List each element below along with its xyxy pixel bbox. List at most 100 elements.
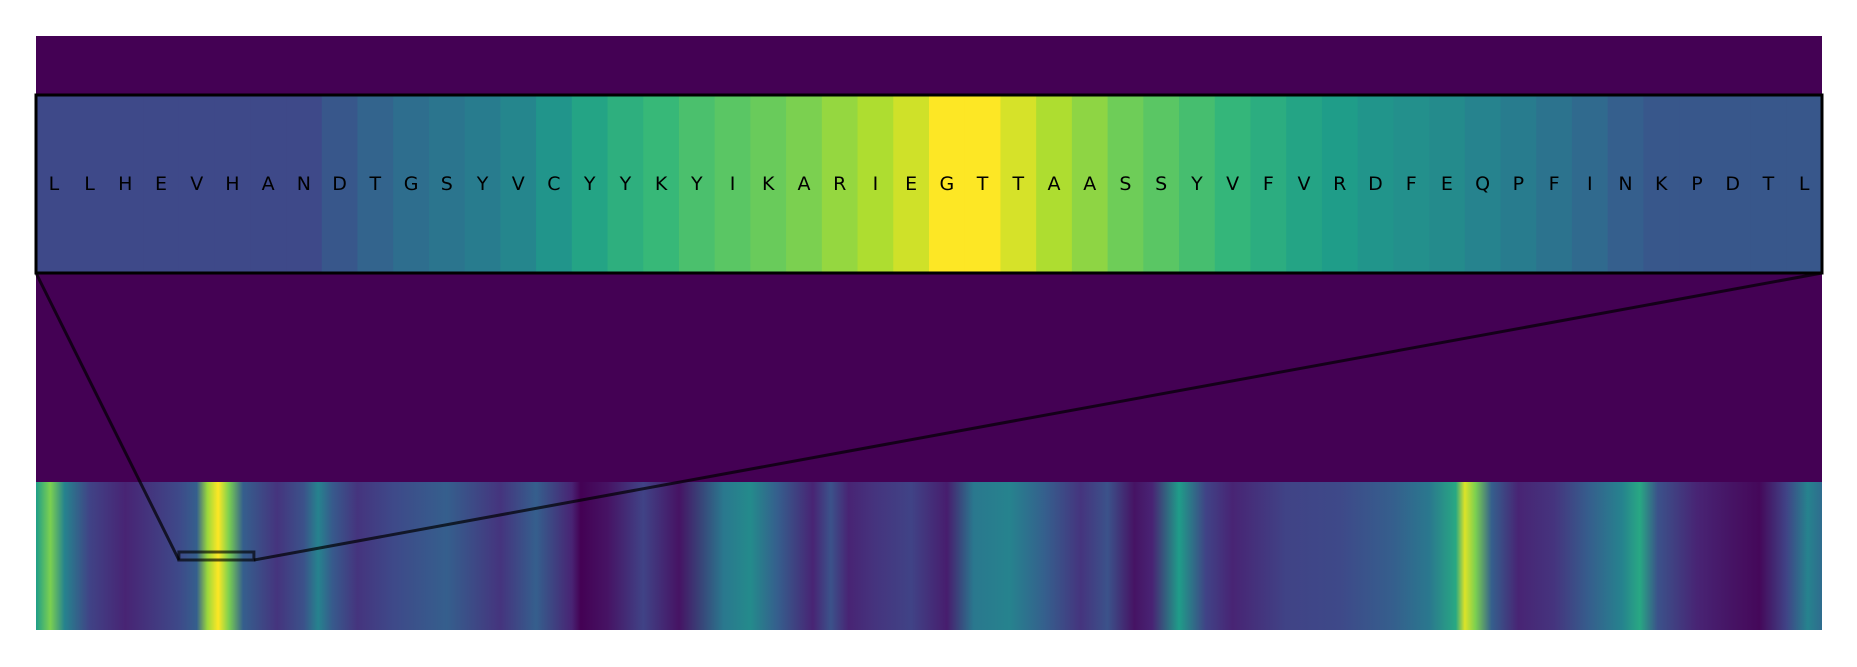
residue-label: V xyxy=(190,173,203,195)
heatmap-cell xyxy=(1321,95,1359,273)
heatmap-cell xyxy=(1607,95,1644,273)
heatmap-cell xyxy=(1429,95,1466,273)
heatmap-cell xyxy=(107,95,144,273)
zoom-frame xyxy=(34,93,1824,275)
heatmap-cell xyxy=(786,95,823,273)
residue-label: Q xyxy=(1475,173,1490,195)
heatmap-cell xyxy=(857,95,894,273)
residue-label: S xyxy=(441,173,453,195)
residue-label: E xyxy=(905,173,917,195)
heatmap-cell xyxy=(36,95,73,273)
residue-label: L xyxy=(1799,173,1810,195)
heatmap-cell xyxy=(964,95,1002,273)
heatmap-cell xyxy=(1000,95,1037,273)
heatmap-cell xyxy=(643,95,680,273)
residue-label: I xyxy=(873,173,879,195)
heatmap-cell xyxy=(1071,95,1109,273)
heatmap-cell xyxy=(750,95,787,273)
heatmap-cell xyxy=(1357,95,1394,273)
residue-label: A xyxy=(1048,173,1061,195)
residue-label: Y xyxy=(619,173,632,195)
heatmap-cell xyxy=(1571,95,1609,273)
heatmap-cell xyxy=(893,95,930,273)
residue-label: Y xyxy=(583,173,596,195)
residue-label: V xyxy=(1298,173,1311,195)
overview-heatmap xyxy=(36,482,1822,630)
heatmap-cell xyxy=(1393,95,1430,273)
heatmap-cell xyxy=(571,95,609,273)
heatmap-cell xyxy=(1714,95,1752,273)
heatmap-cell xyxy=(1464,95,1502,273)
heatmap-cell xyxy=(1214,95,1252,273)
heatmap-cell xyxy=(1750,95,1787,273)
heatmap-cell xyxy=(1643,95,1680,273)
residue-label: Y xyxy=(476,173,489,195)
residue-label: V xyxy=(1226,173,1239,195)
heatmap-cell xyxy=(607,95,644,273)
connector-line-right xyxy=(253,271,1823,562)
residue-label: P xyxy=(1691,173,1702,195)
heatmap-cell xyxy=(1036,95,1073,273)
heatmap-cell xyxy=(678,95,716,273)
connector-line-left xyxy=(34,272,181,561)
heatmap-cell xyxy=(428,95,466,273)
residue-label: R xyxy=(833,173,846,195)
heatmap-cell xyxy=(1286,95,1323,273)
residue-label: L xyxy=(49,173,60,195)
residue-label: E xyxy=(1441,173,1453,195)
residue-label: G xyxy=(404,173,419,195)
heatmap-cell xyxy=(1143,95,1180,273)
residue-label: K xyxy=(1655,173,1668,195)
heatmap-cell xyxy=(464,95,501,273)
heatmap-cell xyxy=(1786,95,1823,273)
heatmap-cell xyxy=(1679,95,1716,273)
heatmap-cell xyxy=(1179,95,1216,273)
heatmap-cell xyxy=(714,95,751,273)
residue-label: D xyxy=(1368,173,1383,195)
heatmap-cell xyxy=(1500,95,1537,273)
residue-label: A xyxy=(1083,173,1096,195)
residue-label: H xyxy=(225,173,239,195)
residue-label: A xyxy=(797,173,810,195)
residue-label: K xyxy=(762,173,775,195)
residue-label: S xyxy=(1119,173,1131,195)
residue-label: F xyxy=(1549,173,1560,195)
residue-label: T xyxy=(976,173,989,195)
residue-label: Y xyxy=(690,173,703,195)
zoom-heatmap xyxy=(36,95,1823,273)
residue-label: D xyxy=(1725,173,1740,195)
residue-label: I xyxy=(1587,173,1593,195)
residue-label: G xyxy=(939,173,954,195)
heatmap-cell xyxy=(178,95,216,273)
heatmap-cell xyxy=(929,95,966,273)
heatmap-cell xyxy=(286,95,323,273)
residue-label: I xyxy=(730,173,736,195)
window-marker xyxy=(177,550,256,562)
residue-label: S xyxy=(1155,173,1167,195)
residue-label: Y xyxy=(1190,173,1203,195)
heatmap-cell xyxy=(250,95,287,273)
heatmap-cell xyxy=(536,95,573,273)
residue-label: P xyxy=(1513,173,1524,195)
residue-label: D xyxy=(332,173,347,195)
heatmap-cell xyxy=(357,95,394,273)
residue-label: K xyxy=(655,173,668,195)
heatmap-cell xyxy=(821,95,859,273)
residue-label: R xyxy=(1333,173,1346,195)
residue-label: F xyxy=(1263,173,1274,195)
heatmap-cell xyxy=(71,95,109,273)
residue-label: N xyxy=(1618,173,1632,195)
heatmap-cell xyxy=(1536,95,1573,273)
residue-label: T xyxy=(1011,173,1024,195)
heatmap-cell xyxy=(1250,95,1287,273)
residue-label: F xyxy=(1406,173,1417,195)
heatmap-cell xyxy=(321,95,359,273)
residue-label: T xyxy=(1762,173,1775,195)
heatmap-cell xyxy=(393,95,430,273)
residue-label: C xyxy=(547,173,560,195)
residue-label: H xyxy=(118,173,132,195)
heatmap-cell xyxy=(1107,95,1144,273)
residue-label: E xyxy=(155,173,167,195)
residue-label: T xyxy=(369,173,382,195)
